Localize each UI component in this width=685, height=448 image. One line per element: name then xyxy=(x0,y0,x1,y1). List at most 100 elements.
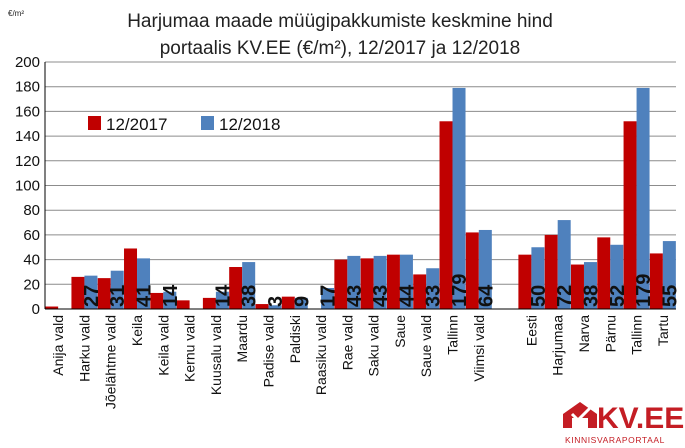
x-category-label: Harku vald xyxy=(76,315,92,382)
data-label: 43 xyxy=(344,285,366,307)
y-tick-label: 180 xyxy=(15,79,40,96)
bar-2017 xyxy=(281,296,295,309)
chart-title-line-2: portaalis KV.EE (€/m²), 12/2017 ja 12/20… xyxy=(160,38,521,59)
data-label: 41 xyxy=(134,285,156,307)
data-label: 33 xyxy=(423,285,445,307)
data-labels: 27 31 41 14 14 38 3 9 17 43 43 44 33 179 64 50 72 38 52 179… xyxy=(81,274,681,307)
data-label: 64 xyxy=(475,284,497,307)
chart-title-line-1: Harjumaa maade müügipakkumiste keskmine … xyxy=(127,11,553,32)
x-category-label: Padise vald xyxy=(260,315,276,387)
bar-2018 xyxy=(294,297,308,309)
x-category-label: Viimsi vald xyxy=(471,315,487,382)
bar-2017 xyxy=(649,253,663,309)
data-label: 52 xyxy=(607,285,629,307)
bar-2018 xyxy=(399,254,413,309)
bar-2017 xyxy=(544,234,558,309)
data-label: 27 xyxy=(81,285,103,307)
data-label: 72 xyxy=(554,285,576,307)
x-category-label: Pärnu xyxy=(602,315,618,352)
legend-swatch-2018 xyxy=(201,116,214,130)
bar-2018 xyxy=(610,244,624,309)
bar-2017 xyxy=(255,304,269,309)
bar-2018 xyxy=(84,275,98,309)
legend-label-2017: 12/2017 xyxy=(106,115,167,134)
bar-2018 xyxy=(110,270,124,309)
logo-tagline: KINNISVARAPORTAAL xyxy=(565,435,665,445)
x-category-label: Saku vald xyxy=(366,315,382,376)
bar-2018 xyxy=(636,87,650,309)
x-category-label: Saue xyxy=(392,315,408,348)
data-label: 55 xyxy=(659,285,681,307)
y-tick-label: 0 xyxy=(32,301,40,318)
bar-2018 xyxy=(426,268,440,309)
kv-ee-logo: KV.EE KINNISVARAPORTAAL xyxy=(563,402,684,445)
bar-2018 xyxy=(215,291,229,309)
data-label: 31 xyxy=(107,285,129,307)
data-label: 44 xyxy=(396,284,418,307)
bar-2018 xyxy=(268,305,282,309)
bar-2017 xyxy=(597,237,611,309)
data-label: 179 xyxy=(633,274,655,307)
data-label: 14 xyxy=(160,284,182,307)
x-category-label: Anija vald xyxy=(50,315,66,376)
bar-2018 xyxy=(321,288,335,309)
bar-2018 xyxy=(531,247,545,309)
bar-2017 xyxy=(360,258,374,309)
data-label: 50 xyxy=(528,285,550,307)
bar-2017 xyxy=(518,254,532,309)
x-axis-categories: Anija vald Harku vald Jõelähtme vald Keila K… xyxy=(50,315,671,409)
x-category-label: Saue vald xyxy=(418,315,434,377)
x-category-label: Kuusalu vald xyxy=(208,315,224,395)
x-category-label: Paldiski xyxy=(287,315,303,363)
bar-2017 xyxy=(413,274,427,309)
bar-2017 xyxy=(202,297,216,309)
y-tick-label: 80 xyxy=(23,202,40,219)
y-tick-label: 160 xyxy=(15,103,40,120)
y-axis-ticks: 0 20 40 60 80 100 120 140 160 180 200 xyxy=(15,54,40,318)
y-unit-label: €/m² xyxy=(8,9,24,18)
x-category-label: Harjumaa xyxy=(550,315,566,376)
bar-2018 xyxy=(163,291,177,309)
bar-2018 xyxy=(347,255,361,309)
y-tick-label: 100 xyxy=(15,178,40,195)
x-category-label: Rae vald xyxy=(339,315,355,370)
logo-name: KV.EE xyxy=(597,402,684,435)
y-tick-label: 140 xyxy=(15,128,40,145)
x-category-label: Maardu xyxy=(234,315,250,362)
legend-swatch-2017 xyxy=(88,116,101,130)
legend: 12/2017 12/2018 xyxy=(88,115,280,134)
bar-2017 xyxy=(176,300,190,309)
bar-2017 xyxy=(439,121,453,309)
data-label: 179 xyxy=(449,274,471,307)
bar-2018 xyxy=(452,87,466,309)
bar-2018 xyxy=(478,229,492,309)
x-category-label: Kernu vald xyxy=(182,315,198,382)
x-category-label: Keila vald xyxy=(155,315,171,376)
y-tick-label: 60 xyxy=(23,227,40,244)
bar-2018 xyxy=(557,220,571,309)
bar-2017 xyxy=(386,254,400,309)
y-tick-label: 120 xyxy=(15,153,40,170)
data-label: 38 xyxy=(239,285,261,307)
legend-label-2018: 12/2018 xyxy=(219,115,280,134)
bar-2017 xyxy=(570,264,584,309)
y-tick-label: 40 xyxy=(23,252,40,269)
data-label: 43 xyxy=(370,285,392,307)
bar-2017 xyxy=(623,121,637,309)
data-label: 9 xyxy=(291,296,313,307)
bar-2017 xyxy=(465,232,479,309)
x-category-label: Jõelähtme vald xyxy=(103,315,119,409)
bar-2018 xyxy=(242,262,256,309)
x-category-label: Tartu xyxy=(655,315,671,346)
x-category-label: Keila xyxy=(129,315,145,346)
data-label: 14 xyxy=(212,284,234,307)
x-category-label: Tallinn xyxy=(445,315,461,355)
data-label: 38 xyxy=(580,285,602,307)
bar-2017 xyxy=(124,248,138,309)
bar-2017 xyxy=(334,259,348,309)
bars xyxy=(45,87,676,309)
bar-2017 xyxy=(150,292,164,309)
bar-2018 xyxy=(583,262,597,309)
